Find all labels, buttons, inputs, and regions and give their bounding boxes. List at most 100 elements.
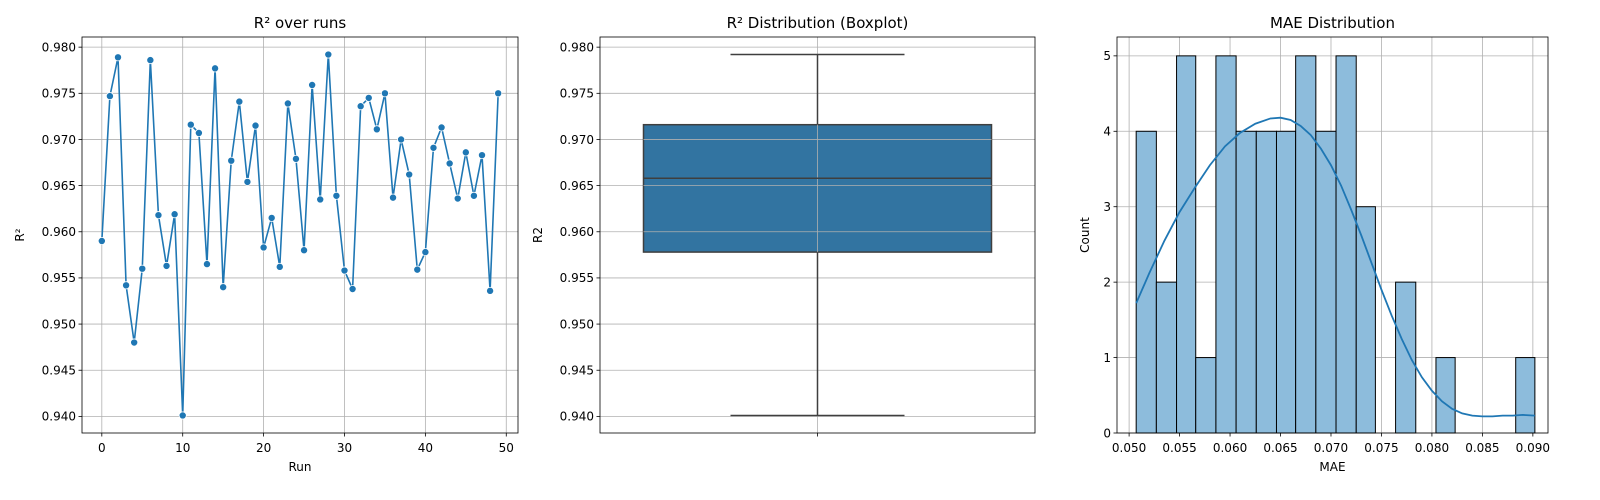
y-tick-label: 0.950 [560,317,594,331]
y-tick-label: 0.965 [560,179,594,193]
data-point [340,266,349,275]
data-point [105,92,114,101]
line-chart-title: R² over runs [254,14,347,32]
histogram-bar [1515,357,1536,434]
data-point [170,210,179,219]
y-tick-label: 2 [1103,275,1111,289]
x-tick-label: 0.065 [1263,441,1297,455]
boxplot-panel: 0.940 0.945 0.950 0.955 0.960 0.965 0.970 0.975… [531,14,1036,437]
kde-curve [1135,116,1535,418]
x-tick-label: 20 [256,441,271,455]
line-chart-marks [97,50,503,420]
data-point [405,170,414,179]
x-tick-label: 10 [175,441,190,455]
histogram-marks [1135,55,1536,434]
y-tick-label: 0.945 [42,364,76,378]
y-tick-label: 0.980 [42,40,76,54]
y-tick-label: 0.970 [42,133,76,147]
data-point [453,194,462,203]
data-point [494,89,503,98]
histogram-ticks: 0 1 2 3 4 5 0.050 0.055 0.060 0.065 0.070 0.075 0.08… [1103,49,1550,455]
histogram-x-axis-label: MAE [1319,460,1345,474]
data-point [291,154,300,163]
line-chart-x-axis-label: Run [288,460,311,474]
y-tick-label: 0.955 [560,271,594,285]
y-tick-label: 0.980 [560,40,594,54]
line-chart-y-axis-label: R² [13,228,27,241]
histogram-bar [1255,130,1277,434]
data-point [146,56,155,65]
histogram-y-axis-label: Count [1078,217,1092,253]
y-tick-label: 0.940 [560,410,594,424]
data-point [138,264,147,273]
boxplot-title: R² Distribution (Boxplot) [727,14,909,32]
x-tick-label: 0 [98,441,106,455]
x-tick-label: 0.085 [1465,441,1499,455]
histogram-panel: 0 1 2 3 4 5 0.050 0.055 0.060 0.065 0.070 0.075 0.08… [1078,14,1550,474]
histogram-bar [1176,55,1197,434]
data-point [251,121,260,130]
data-point [389,193,398,202]
y-tick-label: 0 [1103,426,1111,440]
histogram-bar [1355,206,1376,434]
data-point [178,411,187,420]
histogram-bar [1295,55,1317,434]
data-point [332,191,341,200]
x-tick-label: 40 [418,441,433,455]
line-chart-ticks: 0.940 0.945 0.950 0.955 0.960 0.965 0.970 0.975… [42,40,514,455]
data-point [469,191,478,200]
series-line [101,54,499,416]
data-point [267,213,276,222]
histogram-bar [1395,281,1417,434]
data-point [324,50,333,59]
data-point [219,283,228,292]
histogram-bar [1155,281,1178,434]
histogram-bar [1335,55,1357,434]
y-tick-label: 0.970 [560,133,594,147]
data-point [397,135,406,144]
x-tick-label: 50 [499,441,514,455]
boxplot-y-axis-label: R2 [531,227,545,243]
data-point [243,177,252,186]
data-point [130,338,139,347]
data-point [97,236,106,245]
x-tick-label: 0.070 [1314,441,1348,455]
data-point [283,99,292,108]
y-tick-label: 0.950 [42,317,76,331]
histogram-title: MAE Distribution [1270,14,1395,32]
histogram-bar [1195,357,1217,434]
data-point [186,120,195,129]
y-tick-label: 5 [1103,49,1111,63]
histogram-bar [1315,130,1337,434]
data-point [348,284,357,293]
histogram-bar [1275,130,1297,434]
y-tick-label: 0.955 [42,271,76,285]
histogram-bar [1215,55,1237,434]
line-chart-frame [81,36,519,434]
line-chart-panel: 0.940 0.945 0.950 0.955 0.960 0.965 0.970 0.975… [13,14,519,474]
x-tick-label: 0.055 [1162,441,1196,455]
data-point [122,281,131,290]
y-tick-label: 0.965 [42,179,76,193]
data-point [356,102,365,111]
x-tick-label: 0.075 [1364,441,1398,455]
boxplot-ticks: 0.940 0.945 0.950 0.955 0.960 0.965 0.970 0.975… [560,40,818,437]
y-tick-label: 0.960 [42,225,76,239]
line-chart-grid [82,37,518,433]
data-point [235,97,244,106]
y-tick-label: 0.975 [42,87,76,101]
data-point [445,159,454,168]
x-tick-label: 30 [337,441,352,455]
data-point [437,123,446,132]
data-point [461,148,470,157]
y-tick-label: 4 [1103,125,1111,139]
data-point [316,195,325,204]
data-point [364,93,373,102]
data-point [372,125,381,134]
histogram-frame [1116,36,1549,434]
y-tick-label: 1 [1103,351,1111,365]
y-tick-label: 0.975 [560,87,594,101]
y-tick-label: 3 [1103,200,1111,214]
x-tick-label: 0.050 [1112,441,1146,455]
